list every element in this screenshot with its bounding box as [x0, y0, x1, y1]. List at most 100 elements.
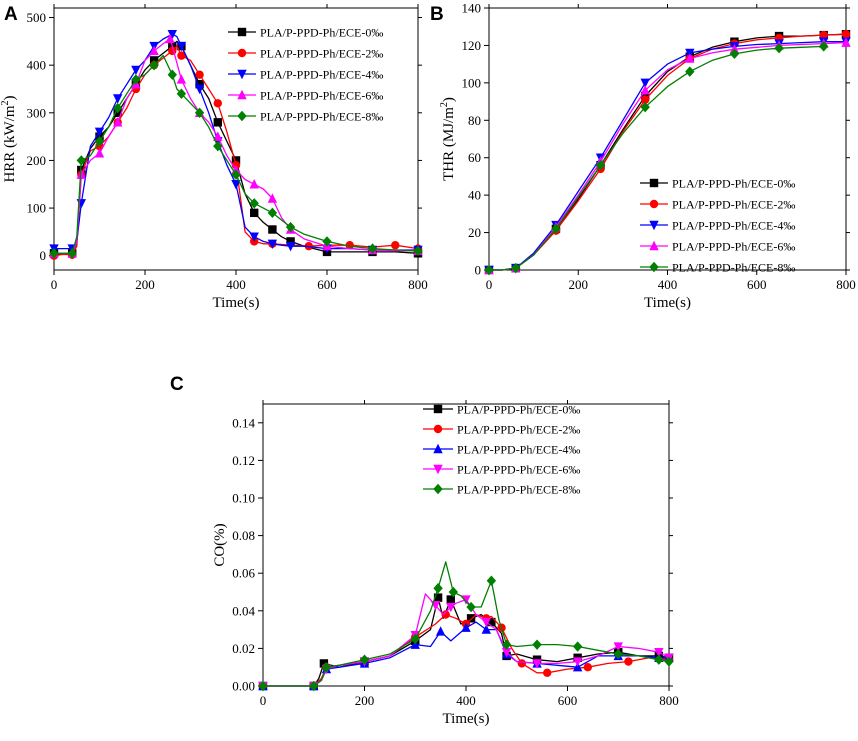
legend-label: PLA/P-PPD-Ph/ECE-0‰: [672, 177, 795, 191]
data-point: [167, 30, 177, 40]
data-point: [213, 140, 223, 152]
data-point: [841, 30, 851, 39]
series-b-1: [484, 30, 851, 275]
x-tick-label: 200: [135, 277, 155, 292]
x-tick-label: 0: [486, 277, 493, 292]
data-point: [486, 575, 497, 586]
data-point: [481, 624, 491, 634]
series-b-3: [484, 37, 851, 275]
data-point: [249, 179, 259, 189]
series-line: [489, 41, 846, 271]
legend-label: PLA/P-PPD-Ph/ECE-0‰: [457, 403, 580, 417]
data-point: [176, 88, 187, 99]
legend-marker: [433, 483, 443, 495]
x-tick-label: 800: [659, 693, 679, 708]
data-point: [345, 241, 354, 250]
data-point: [167, 69, 177, 80]
data-point: [176, 41, 187, 52]
data-point: [319, 659, 329, 668]
data-point: [466, 601, 476, 613]
data-point: [613, 642, 623, 652]
data-point: [501, 647, 512, 658]
legend-marker: [649, 220, 659, 231]
y-tick-label: 0.12: [232, 453, 255, 468]
data-point: [481, 617, 491, 628]
data-point: [435, 626, 446, 636]
y-axis-title: HRR (kW/m2): [0, 95, 18, 182]
data-point: [640, 85, 650, 95]
series-c-0: [258, 593, 674, 691]
legend-label: PLA/P-PPD-Ph/ECE-2‰: [457, 423, 580, 437]
x-tick-label: 600: [558, 693, 578, 708]
data-point: [286, 237, 295, 246]
data-point: [231, 169, 241, 180]
data-point: [729, 48, 740, 60]
data-point: [285, 221, 296, 233]
y-tick-label: 0: [40, 248, 47, 263]
data-point: [487, 617, 496, 627]
data-point: [448, 586, 459, 598]
data-point: [94, 127, 105, 138]
x-tick-label: 0: [260, 693, 267, 708]
legend-marker: [433, 443, 443, 454]
x-tick-label: 0: [51, 277, 58, 292]
x-tick-label: 400: [658, 277, 678, 292]
data-point: [195, 70, 204, 79]
data-point: [309, 680, 319, 692]
data-point: [517, 659, 527, 668]
legend-label: PLA/P-PPD-Ph/ECE-4‰: [260, 68, 383, 82]
y-tick-label: 0: [475, 263, 482, 278]
data-point: [410, 633, 420, 645]
data-point: [149, 45, 159, 56]
data-point: [321, 662, 332, 673]
data-point: [551, 223, 561, 235]
legend-marker: [649, 199, 659, 209]
legend-marker: [237, 48, 247, 58]
legend-marker: [649, 261, 659, 273]
legend-label: PLA/P-PPD-Ph/ECE-8‰: [260, 110, 383, 124]
legend-label: PLA/P-PPD-Ph/ECE-0‰: [260, 26, 383, 40]
data-point: [267, 193, 278, 203]
y-tick-label: 60: [468, 150, 481, 165]
x-tick-label: 400: [456, 693, 476, 708]
legend-label: PLA/P-PPD-Ph/ECE-4‰: [672, 219, 795, 233]
y-tick-label: 0.10: [232, 491, 255, 506]
series-line: [263, 593, 670, 687]
data-point: [76, 155, 86, 166]
data-point: [640, 95, 650, 104]
x-tick-label: 800: [408, 277, 428, 292]
data-point: [583, 663, 592, 672]
data-point: [267, 207, 278, 219]
data-point: [818, 41, 829, 52]
y-tick-label: 500: [27, 10, 47, 25]
y-tick-label: 20: [468, 225, 481, 240]
y-tick-label: 0.14: [232, 415, 255, 430]
x-axis-title: Time(s): [443, 711, 490, 727]
x-tick-label: 600: [747, 277, 767, 292]
series-a-4: [49, 54, 423, 259]
data-point: [624, 657, 633, 666]
panel-label: A: [4, 4, 18, 25]
data-point: [322, 236, 332, 247]
data-point: [213, 118, 222, 127]
legend: PLA/P-PPD-Ph/ECE-0‰ PLA/P-PPD-Ph/ECE-2‰ PL…: [640, 177, 795, 275]
y-tick-label: 140: [462, 1, 482, 16]
legend-label: PLA/P-PPD-Ph/ECE-6‰: [457, 463, 580, 477]
data-point: [595, 160, 606, 171]
y-tick-label: 0.06: [232, 566, 255, 581]
data-point: [774, 43, 784, 54]
data-point: [250, 208, 259, 218]
data-point: [501, 639, 512, 650]
data-point: [177, 51, 186, 60]
data-point: [213, 131, 223, 141]
data-point: [654, 654, 664, 665]
data-point: [367, 243, 378, 254]
data-point: [654, 647, 664, 658]
data-point: [67, 248, 77, 259]
y-axis-title-text: THR (MJ/m: [441, 107, 457, 181]
panel-label: C: [170, 374, 184, 395]
data-point: [433, 583, 443, 594]
x-axis-title: Time(s): [213, 295, 260, 311]
y-tick-label: 300: [27, 105, 47, 120]
legend-marker: [433, 404, 443, 414]
